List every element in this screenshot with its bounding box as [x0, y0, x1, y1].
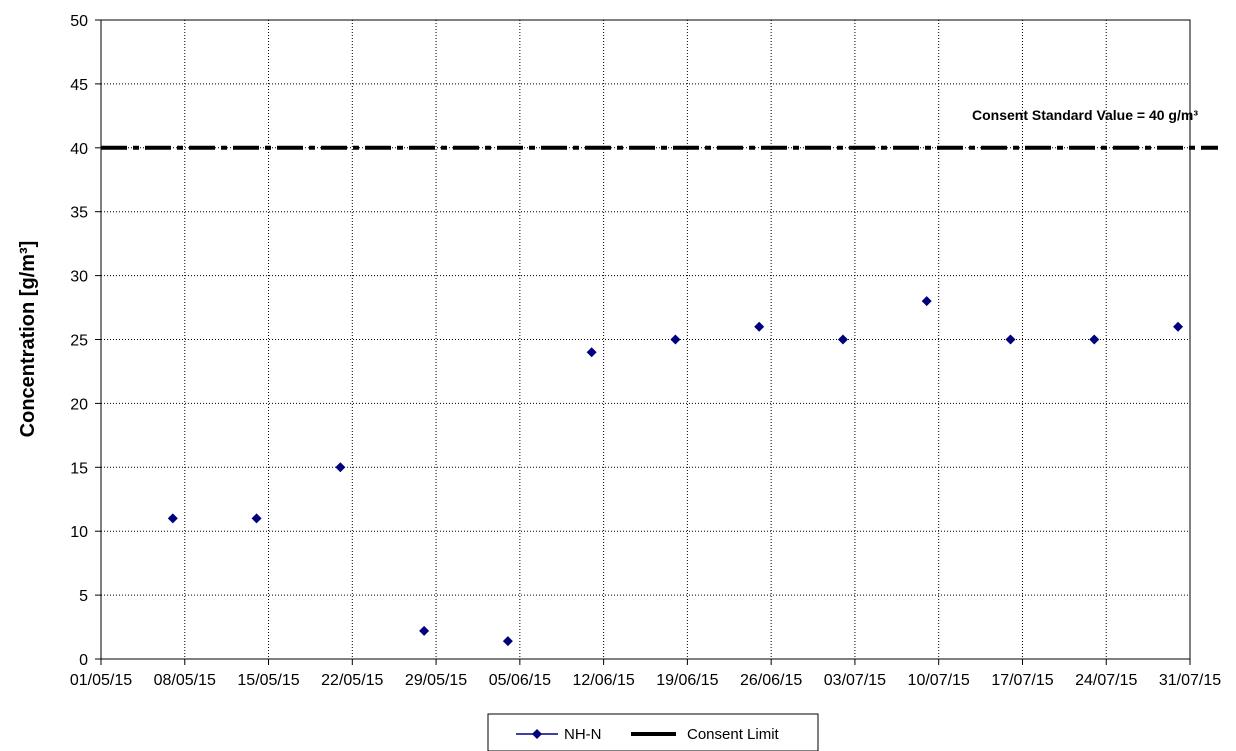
- y-tick-label: 40: [70, 141, 88, 158]
- data-point: [921, 296, 932, 307]
- data-point: [586, 347, 597, 358]
- y-tick-label: 10: [70, 524, 88, 541]
- y-axis-label: Concentration [g/m³]: [17, 241, 39, 438]
- legend-nh-n-marker: [532, 729, 542, 739]
- x-tick-label: 12/06/15: [572, 672, 634, 689]
- legend-consent-label: Consent Limit: [687, 726, 780, 743]
- y-tick-label: 30: [70, 269, 88, 286]
- legend-nh-n-label: NH-N: [564, 726, 602, 743]
- x-tick-label: 29/05/15: [405, 672, 467, 689]
- y-axis-ticks: 0 5 10 15 20 25 30 35 40 45 50: [70, 13, 101, 669]
- data-point: [335, 462, 346, 473]
- data-point: [837, 334, 848, 345]
- y-tick-label: 45: [70, 77, 88, 94]
- data-point: [419, 625, 430, 636]
- data-point: [167, 513, 178, 524]
- x-tick-label: 17/07/15: [991, 672, 1053, 689]
- x-tick-label: 26/06/15: [740, 672, 802, 689]
- x-tick-label: 24/07/15: [1075, 672, 1137, 689]
- x-tick-label: 10/07/15: [908, 672, 970, 689]
- x-tick-label: 19/06/15: [656, 672, 718, 689]
- consent-annotation: Consent Standard Value = 40 g/m³: [972, 107, 1198, 123]
- y-tick-label: 25: [70, 333, 88, 350]
- data-point: [1089, 334, 1100, 345]
- y-tick-label: 50: [70, 13, 88, 30]
- legend: NH-N Consent Limit: [487, 713, 819, 751]
- x-axis-ticks: 01/05/15 08/05/15 15/05/15 22/05/15 29/05/15…: [70, 659, 1221, 689]
- x-tick-label: 22/05/15: [321, 672, 383, 689]
- data-point: [502, 636, 513, 647]
- x-tick-label: 01/05/15: [70, 672, 132, 689]
- plot-frame: [100, 19, 1191, 660]
- y-tick-label: 0: [79, 652, 88, 669]
- data-point: [251, 513, 262, 524]
- x-tick-label: 03/07/15: [824, 672, 886, 689]
- y-tick-label: 20: [70, 396, 88, 413]
- data-point: [1005, 334, 1016, 345]
- data-point: [1173, 321, 1184, 332]
- y-tick-label: 5: [79, 588, 88, 605]
- nh-n-series: [167, 296, 1184, 647]
- y-tick-label: 35: [70, 205, 88, 222]
- x-tick-label: 31/07/15: [1159, 672, 1221, 689]
- x-tick-label: 08/05/15: [154, 672, 216, 689]
- data-point: [670, 334, 681, 345]
- x-tick-label: 15/05/15: [237, 672, 299, 689]
- y-tick-label: 15: [70, 460, 88, 477]
- x-tick-label: 05/06/15: [489, 672, 551, 689]
- data-point: [754, 321, 765, 332]
